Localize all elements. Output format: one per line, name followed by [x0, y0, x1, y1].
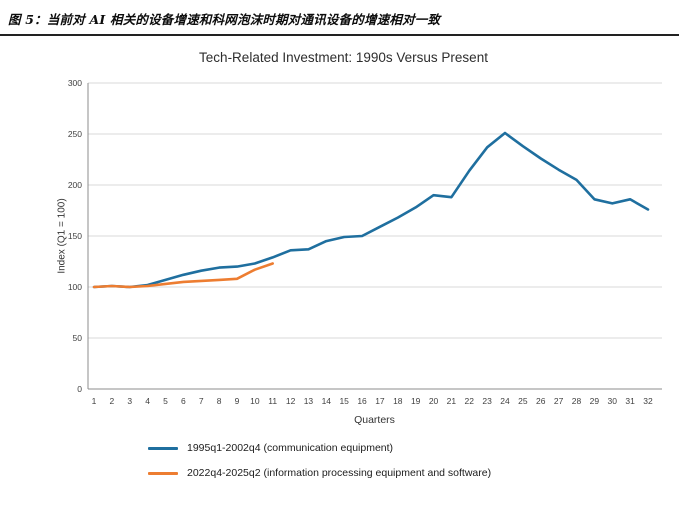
svg-text:50: 50 [73, 333, 83, 343]
svg-text:150: 150 [68, 231, 82, 241]
svg-text:21: 21 [447, 396, 457, 406]
legend-line-swatch [148, 446, 178, 450]
svg-text:11: 11 [268, 396, 277, 406]
svg-text:200: 200 [68, 180, 82, 190]
svg-text:24: 24 [500, 396, 510, 406]
svg-text:13: 13 [304, 396, 314, 406]
svg-text:4: 4 [145, 396, 150, 406]
svg-text:5: 5 [163, 396, 168, 406]
svg-text:31: 31 [625, 396, 635, 406]
svg-text:30: 30 [608, 396, 618, 406]
svg-text:32: 32 [643, 396, 653, 406]
svg-text:25: 25 [518, 396, 528, 406]
svg-text:8: 8 [217, 396, 222, 406]
chart-title: Tech-Related Investment: 1990s Versus Pr… [199, 50, 488, 65]
legend-label: 2022q4-2025q2 (information processing eq… [187, 467, 492, 479]
svg-text:22: 22 [465, 396, 475, 406]
svg-text:23: 23 [482, 396, 492, 406]
svg-text:3: 3 [127, 396, 132, 406]
svg-text:18: 18 [393, 396, 403, 406]
svg-text:29: 29 [590, 396, 600, 406]
legend-item: 2022q4-2025q2 (information processing eq… [148, 467, 679, 479]
svg-text:7: 7 [199, 396, 204, 406]
svg-text:27: 27 [554, 396, 564, 406]
svg-text:6: 6 [181, 396, 186, 406]
svg-text:16: 16 [357, 396, 367, 406]
svg-text:28: 28 [572, 396, 582, 406]
svg-text:12: 12 [286, 396, 296, 406]
plot-area: Index (Q1 = 100) 0 50 100 150 200 250 300 1 2 3 4 5… [0, 69, 679, 414]
svg-text:0: 0 [77, 384, 82, 394]
x-axis-label: Quarters [354, 414, 395, 426]
legend-label: 1995q1-2002q4 (communication equipment) [187, 442, 394, 454]
svg-text:100: 100 [68, 282, 82, 292]
svg-text:14: 14 [322, 396, 332, 406]
legend-item: 1995q1-2002q4 (communication equipment) [148, 442, 679, 454]
legend-line-swatch [148, 471, 178, 475]
svg-text:10: 10 [250, 396, 260, 406]
svg-text:20: 20 [429, 396, 439, 406]
figure-caption: 图 5：当前对 AI 相关的设备增速和科网泡沫时期对通讯设备的增速相对一致 [0, 0, 679, 36]
chart: Tech-Related Investment: 1990s Versus Pr… [0, 50, 679, 479]
svg-text:19: 19 [411, 396, 421, 406]
svg-text:26: 26 [536, 396, 546, 406]
svg-text:2: 2 [110, 396, 115, 406]
y-axis-label: Index (Q1 = 100) [56, 198, 68, 274]
svg-text:17: 17 [375, 396, 385, 406]
svg-text:250: 250 [68, 129, 82, 139]
legend: 1995q1-2002q4 (communication equipment) 2… [148, 442, 679, 479]
svg-text:15: 15 [339, 396, 349, 406]
svg-text:9: 9 [235, 396, 240, 406]
svg-text:300: 300 [68, 78, 82, 88]
svg-text:1: 1 [92, 396, 97, 406]
